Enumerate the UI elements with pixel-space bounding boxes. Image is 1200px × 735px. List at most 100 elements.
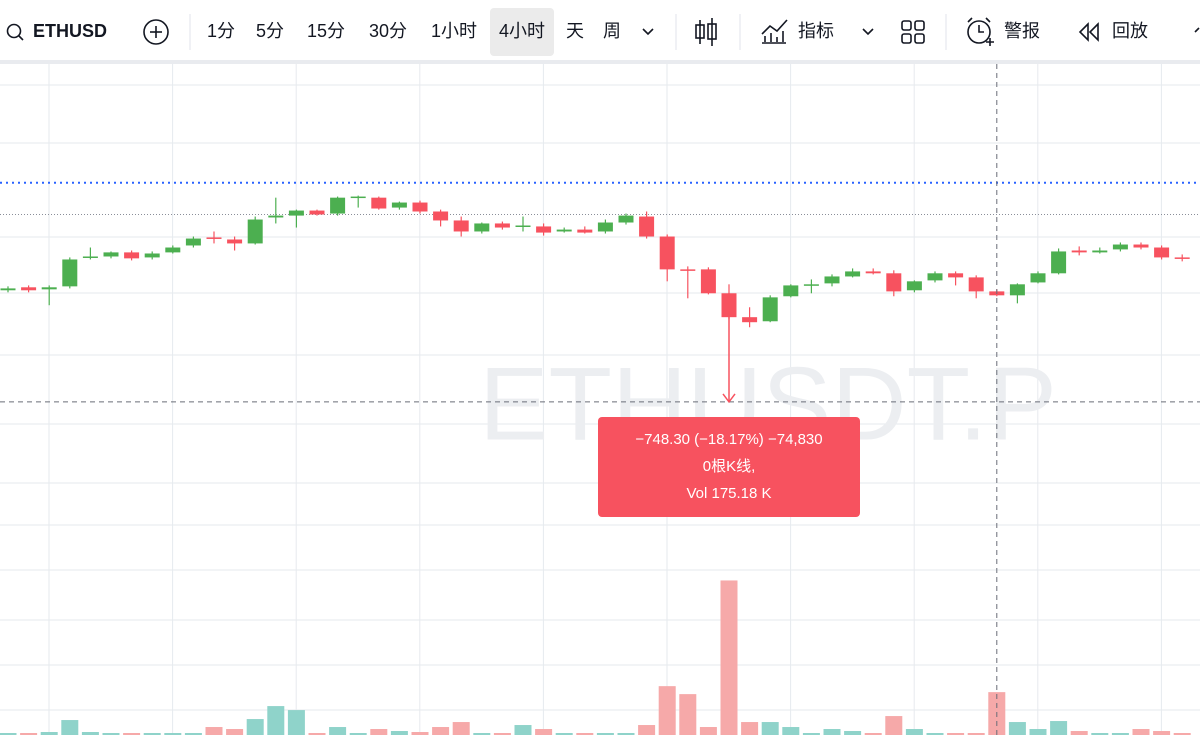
volume-bar xyxy=(576,733,594,735)
interval-button[interactable]: 15分 xyxy=(307,21,345,41)
volume-bar xyxy=(205,727,223,735)
measure-tooltip xyxy=(598,417,860,517)
candle-body xyxy=(762,297,778,322)
volume-bar xyxy=(1070,731,1088,735)
candle-body xyxy=(1174,257,1190,259)
search-icon[interactable] xyxy=(6,23,24,41)
volume-bar xyxy=(287,710,305,735)
candle-body xyxy=(1092,250,1108,253)
volume-bar xyxy=(493,733,511,735)
candle-body xyxy=(350,196,366,199)
candle-body xyxy=(227,239,243,244)
interval-button[interactable]: 1分 xyxy=(207,21,235,41)
toolbar-border xyxy=(0,60,1200,64)
more-icon[interactable] xyxy=(1194,27,1200,33)
candle-body xyxy=(618,215,634,223)
candle-body xyxy=(185,238,201,246)
indicators-dropdown[interactable] xyxy=(862,28,874,36)
volume-bar xyxy=(1132,729,1150,735)
volume-bar xyxy=(617,733,635,735)
candle-body xyxy=(577,229,593,233)
volume-bar xyxy=(947,733,965,735)
volume-bar xyxy=(473,733,491,735)
symbol[interactable]: ETHUSD xyxy=(33,21,107,41)
volume-bar xyxy=(102,733,120,735)
layout-button[interactable] xyxy=(901,20,925,44)
indicators-button[interactable]: 指标 xyxy=(798,21,834,41)
candle-body xyxy=(453,220,469,232)
active-interval-bg xyxy=(490,8,554,56)
candle-body xyxy=(536,226,552,233)
candle-body xyxy=(927,273,943,281)
candle-body xyxy=(494,223,510,228)
volume-bar xyxy=(864,733,882,735)
candle-body xyxy=(144,253,160,258)
interval-group: 1分 5分 15分 30分 1小时 4小时 天周 xyxy=(207,8,621,56)
add-symbol-button[interactable] xyxy=(143,19,169,45)
alert-icon[interactable] xyxy=(967,17,994,46)
volume-bar xyxy=(432,727,450,735)
candle-body xyxy=(268,215,284,218)
replay-icon[interactable] xyxy=(1078,22,1099,42)
volume-bar xyxy=(411,732,429,735)
interval-button[interactable]: 1小时 xyxy=(431,21,477,41)
volume-bar xyxy=(267,706,285,735)
volume-bar xyxy=(844,731,862,735)
volume-bar xyxy=(226,729,244,735)
candle-body xyxy=(906,281,922,291)
interval-button[interactable]: 5分 xyxy=(256,21,284,41)
candle-body xyxy=(597,222,613,232)
candle-body xyxy=(309,210,325,215)
interval-button[interactable]: 4小时 xyxy=(499,21,545,41)
volume-bar xyxy=(1091,733,1109,735)
candle-body xyxy=(330,197,346,214)
candle-body xyxy=(845,271,861,277)
volume-bar xyxy=(720,580,738,735)
candle-body xyxy=(21,287,37,291)
volume-bar xyxy=(967,733,985,735)
candle-body xyxy=(206,237,222,239)
volume-bar xyxy=(514,725,532,735)
volume-bar xyxy=(1008,722,1026,735)
candle-body xyxy=(742,317,758,323)
measure-arrow xyxy=(722,393,736,404)
candle-body xyxy=(247,219,263,244)
candle-body xyxy=(0,288,16,291)
interval-button[interactable]: 30分 xyxy=(369,21,407,41)
volume-bar xyxy=(0,733,17,735)
volume-bar xyxy=(329,727,347,735)
chart-type-button[interactable] xyxy=(695,18,717,46)
grid xyxy=(0,64,1200,735)
volume-bar xyxy=(679,694,697,735)
plot: −748.30 (−18.17%) −74,830 0根K线, Vol 175.18… xyxy=(0,64,1200,735)
candle-body xyxy=(865,271,881,274)
candle-body xyxy=(412,202,428,212)
volume-bar xyxy=(741,722,759,735)
candle-body xyxy=(515,225,531,227)
volume-bar xyxy=(1111,733,1129,735)
volume-bar xyxy=(390,731,408,735)
volume-bar xyxy=(452,722,470,735)
replay-button[interactable]: 回放 xyxy=(1112,21,1148,41)
interval-button[interactable]: 周 xyxy=(603,21,621,41)
candle-body xyxy=(948,273,964,278)
volume-bar xyxy=(926,733,944,735)
volume-bar xyxy=(81,732,99,735)
volume-bar xyxy=(699,727,717,735)
volume-bar xyxy=(308,733,326,735)
volume-bar xyxy=(761,722,779,735)
candle-body xyxy=(1030,273,1046,283)
volume-bar xyxy=(905,729,923,735)
volume-bar xyxy=(638,725,656,735)
measure-text: Vol 175.18 K xyxy=(686,485,771,502)
candle-body xyxy=(1112,244,1128,250)
candle-body xyxy=(968,277,984,292)
interval-button[interactable]: 天 xyxy=(566,21,584,41)
interval-dropdown[interactable] xyxy=(642,28,654,36)
indicators-icon[interactable] xyxy=(761,19,788,44)
volume-bar xyxy=(20,733,38,735)
alerts-button[interactable]: 警报 xyxy=(1004,21,1040,41)
